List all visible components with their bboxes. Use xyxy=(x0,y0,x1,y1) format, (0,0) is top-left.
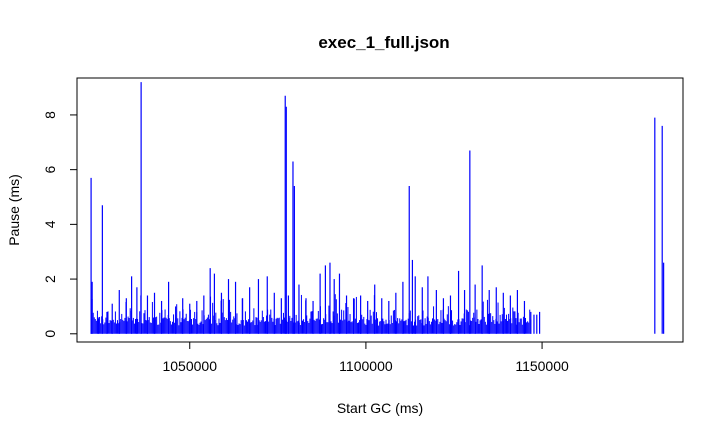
x-axis-label: Start GC (ms) xyxy=(337,400,423,416)
y-tick-label: 8 xyxy=(42,111,58,119)
y-tick-label: 0 xyxy=(42,330,58,338)
plot-frame xyxy=(76,77,684,343)
y-tick-label: 6 xyxy=(42,166,58,174)
y-axis-label: Pause (ms) xyxy=(6,174,22,246)
x-tick-label: 1050000 xyxy=(162,358,217,374)
y-tick-label: 2 xyxy=(42,275,58,283)
x-axis: 1050000 1100000 1150000 xyxy=(162,341,569,374)
y-axis: 0 2 4 6 8 xyxy=(42,111,78,338)
x-tick-label: 1150000 xyxy=(515,358,569,374)
chart-title: exec_1_full.json xyxy=(318,33,449,52)
x-tick-label: 1100000 xyxy=(339,358,393,374)
y-tick-label: 4 xyxy=(42,220,58,228)
bar-series xyxy=(90,82,665,334)
